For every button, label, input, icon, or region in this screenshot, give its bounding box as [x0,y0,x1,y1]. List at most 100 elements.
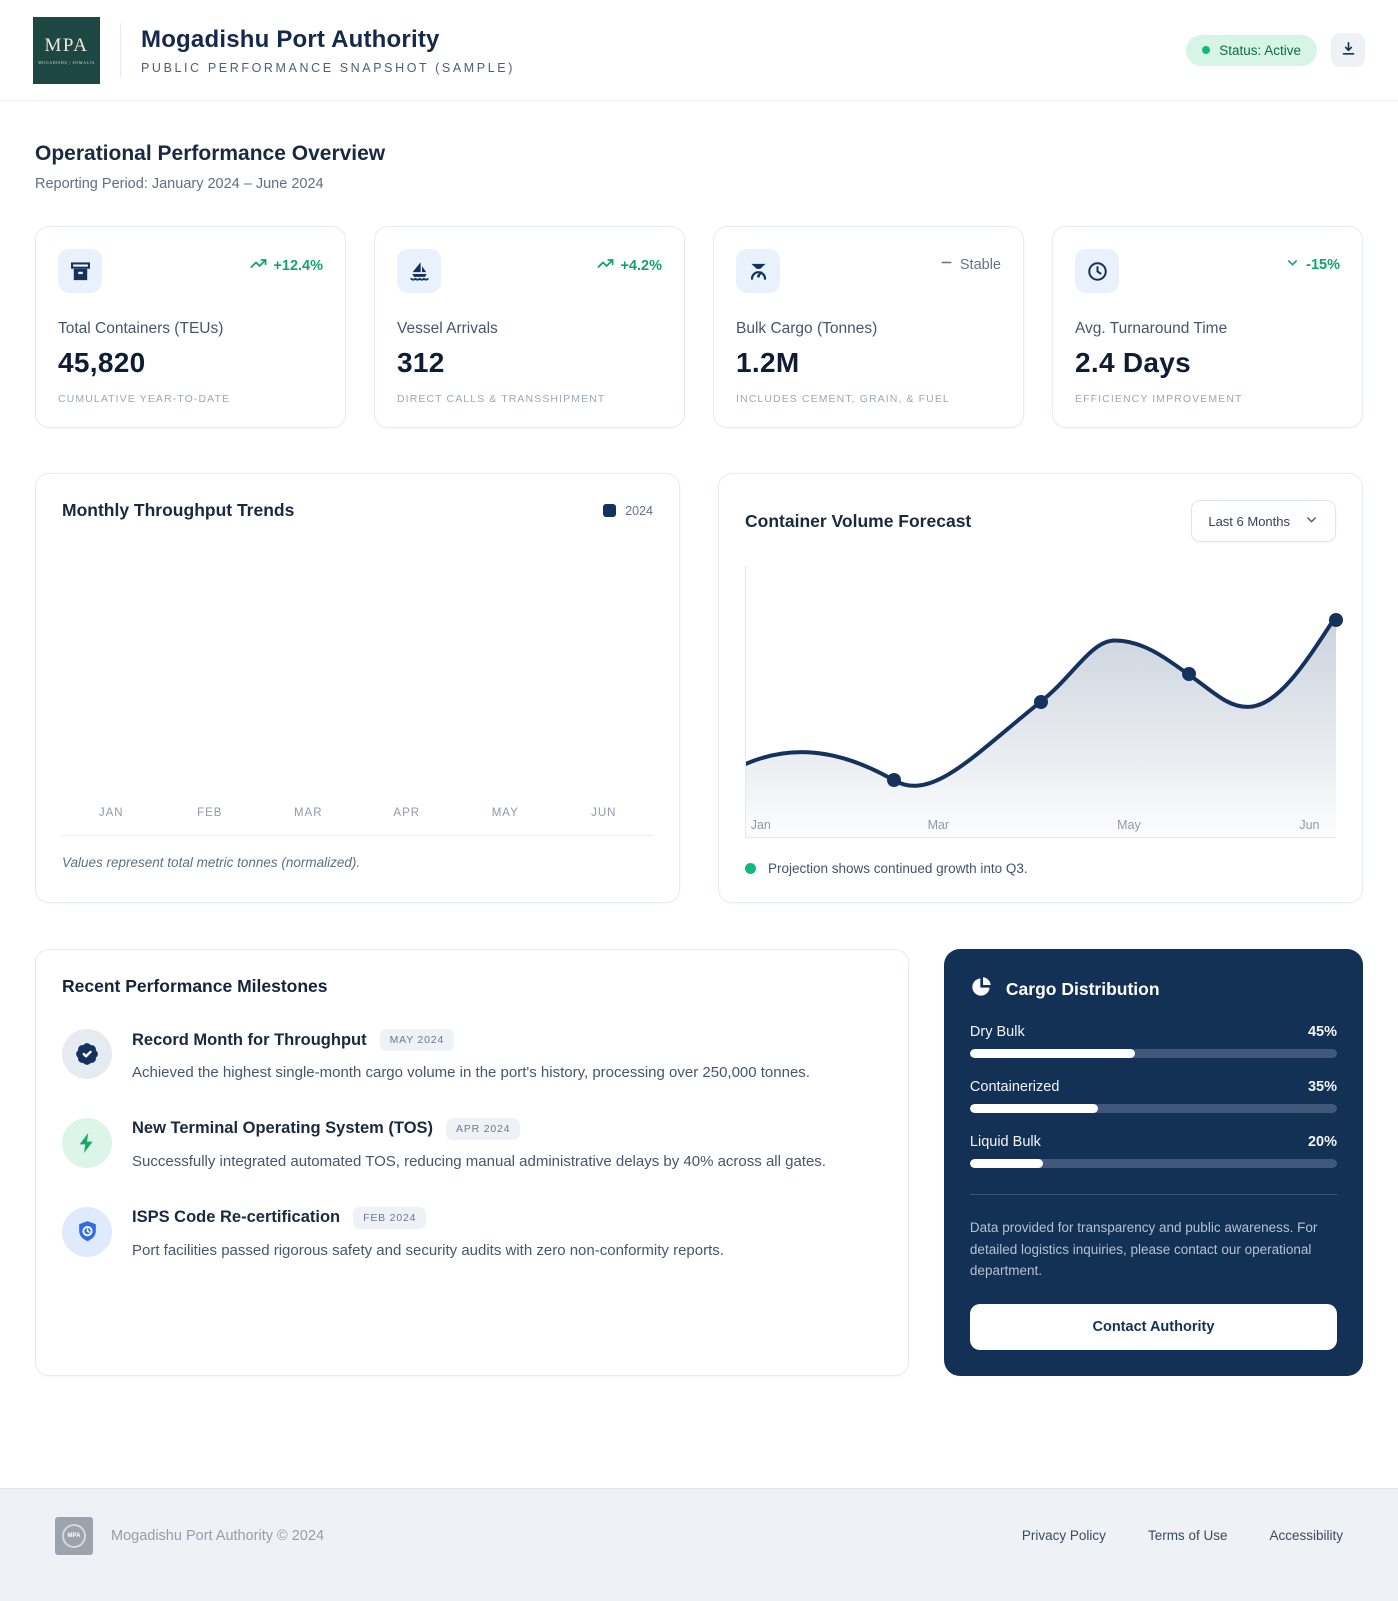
status-badge: Status: Active [1186,34,1317,66]
cargo-distribution-card: Cargo Distribution Dry Bulk 45% Containe… [943,949,1363,1376]
progress-track [969,1104,1337,1113]
kpi-footnote: DIRECT CALLS & TRANSSHIPMENT [397,393,606,405]
progress-fill [969,1049,1136,1058]
x-tick-mar: MAR [293,807,323,819]
kpi-top-row: +4.2% [397,249,662,293]
mpa-logo: MPA MOGADISHU | SOMALIA [33,16,100,84]
footer-link-terms-of-use[interactable]: Terms of Use [1147,1528,1228,1544]
cargo-note: Data provided for transparency and publi… [969,1220,1318,1279]
milestone-header: Record Month for Throughput MAY 2024 [132,1029,810,1051]
chevron-down-icon [1285,255,1300,274]
kpi-card-total-containers-teus: +12.4% Total Containers (TEUs) 45,820 CU… [35,226,346,428]
cargo-category-label: Liquid Bulk [969,1134,1041,1150]
footer-logo-emblem: MPA [62,1523,86,1548]
kpi-label: Vessel Arrivals [397,320,498,337]
milestone-description: Successfully integrated automated TOS, r… [132,1152,826,1170]
cargo-bar-labels: Liquid Bulk 20% [970,1134,1337,1150]
kpi-card-avg-turnaround-time: -15% Avg. Turnaround Time 2.4 Days EFFIC… [1052,226,1363,428]
forecast-annotation-text: Projection shows continued growth into Q… [768,861,1028,876]
cargo-bar-liquid-bulk: Liquid Bulk 20% [969,1134,1337,1168]
download-icon [1340,40,1357,60]
kpi-label: Avg. Turnaround Time [1075,320,1228,337]
kpi-top-row: Stable [736,249,1001,293]
kpi-footnote: INCLUDES CEMENT, GRAIN, & FUEL [736,393,950,405]
minus-icon [939,255,954,274]
weight-scale-icon [736,249,780,293]
app-header: MPA MOGADISHU | SOMALIA Mogadishu Port A… [0,0,1398,101]
milestone-title: ISPS Code Re-certification [132,1208,341,1226]
milestone-body: Record Month for Throughput MAY 2024 Ach… [132,1029,810,1086]
throughput-chart-header: Monthly Throughput Trends 2024 [62,500,653,521]
download-button[interactable] [1331,33,1365,67]
forecast-chart-card: Container Volume Forecast Last 6 Months … [718,473,1363,903]
kpi-label: Bulk Cargo (Tonnes) [736,320,878,337]
kpi-delta: +12.4% [250,255,323,276]
app-footer: MPA Mogadishu Port Authority © 2024 Priv… [0,1487,1398,1601]
milestone-title: New Terminal Operating System (TOS) [132,1119,434,1138]
zap-icon [62,1117,112,1168]
kpi-grid: +12.4% Total Containers (TEUs) 45,820 CU… [35,226,1363,428]
shield-check-icon [62,1206,112,1257]
cargo-category-label: Containerized [969,1079,1060,1095]
x-tick-mar: Mar [927,818,950,832]
footer-link-privacy-policy[interactable]: Privacy Policy [1021,1528,1106,1544]
clock-icon [1075,249,1119,293]
chart-legend: 2024 [603,504,653,518]
charts-row: Monthly Throughput Trends 2024 JAN FEB MAR… [35,473,1363,903]
kpi-value: 45,820 [58,347,146,378]
divider [62,835,653,836]
range-select-value: Last 6 Months [1208,513,1290,529]
x-tick-jun: Jun [1299,818,1320,832]
throughput-plot-area [62,545,653,797]
milestone-date-badge: APR 2024 [446,1117,521,1140]
progress-track [969,1049,1337,1058]
footer-copyright: Mogadishu Port Authority © 2024 [111,1527,325,1544]
x-tick-jun: JUN [591,807,617,819]
cargo-percentage: 35% [1307,1079,1337,1095]
page-title: Mogadishu Port Authority [141,25,440,53]
footer-link-accessibility[interactable]: Accessibility [1269,1528,1343,1544]
page-subtitle: PUBLIC PERFORMANCE SNAPSHOT (SAMPLE) [141,60,515,75]
forecast-annotation: Projection shows continued growth into Q… [745,861,1336,876]
cargo-percentage: 45% [1307,1024,1337,1040]
brand: MPA MOGADISHU | SOMALIA Mogadishu Port A… [33,16,515,84]
throughput-chart-card: Monthly Throughput Trends 2024 JAN FEB MAR… [35,473,680,903]
milestone-item-isps-code-re-certification: ISPS Code Re-certification FEB 2024 Port… [62,1206,882,1264]
kpi-value: 312 [397,347,445,378]
main-content: Operational Performance Overview Reporti… [0,101,1398,1488]
cargo-category-label: Dry Bulk [969,1024,1025,1040]
milestones-list: Record Month for Throughput MAY 2024 Ach… [62,1029,882,1263]
x-tick-may: MAY [491,807,519,819]
milestone-date-badge: FEB 2024 [353,1206,427,1229]
kpi-delta-value: +12.4% [273,257,323,274]
data-point-marker [886,773,901,788]
brand-text: Mogadishu Port Authority PUBLIC PERFORMA… [141,26,515,75]
cargo-bars: Dry Bulk 45% Containerized 35% Liquid Bu… [969,1024,1337,1168]
contact-authority-button[interactable]: Contact Authority [969,1303,1337,1350]
kpi-value: 2.4 Days [1075,347,1192,378]
footer-brand: MPA Mogadishu Port Authority © 2024 [55,1516,325,1555]
green-dot-icon [745,863,756,874]
progress-track [969,1159,1337,1168]
chart-title: Monthly Throughput Trends [62,500,295,520]
footer-links: Privacy Policy Terms of Use Accessibility [1022,1528,1343,1543]
kpi-card-bulk-cargo-tonnes: Stable Bulk Cargo (Tonnes) 1.2M INCLUDES… [713,226,1024,428]
logo-subtext: MOGADISHU | SOMALIA [38,60,95,65]
milestone-description: Port facilities passed rigorous safety a… [132,1241,724,1259]
cargo-bar-containerized: Containerized 35% [969,1079,1337,1113]
data-point-marker [1034,694,1048,709]
status-label: Status: Active [1219,42,1301,58]
forecast-plot: Jan Mar May Jun [745,566,1343,838]
pie-chart-icon [970,975,993,1003]
kpi-delta-value: +4.2% [620,257,662,274]
reporting-period: Reporting Period: January 2024 – June 20… [35,176,324,192]
milestone-item-new-terminal-operating-system-tos: New Terminal Operating System (TOS) APR … [62,1117,882,1175]
x-tick-jan: JAN [98,807,124,819]
range-select[interactable]: Last 6 Months [1191,500,1336,542]
chart-title: Container Volume Forecast [745,510,972,531]
milestone-item-record-month-for-throughput: Record Month for Throughput MAY 2024 Ach… [62,1029,882,1086]
milestones-card: Recent Performance Milestones Record Mon… [35,949,909,1376]
ship-icon [397,249,441,293]
kpi-footnote: EFFICIENCY IMPROVEMENT [1075,393,1243,405]
section-title: Operational Performance Overview [35,142,386,165]
